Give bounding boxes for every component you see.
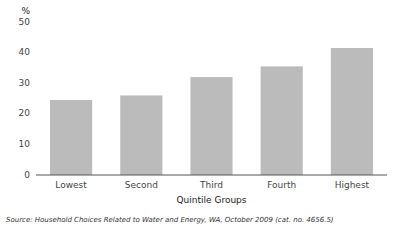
bar: [120, 95, 162, 175]
chart-container: 0 10 20 30 40 50 Lowest Second Third Fourth Highes…: [0, 0, 397, 227]
x-axis-line: [36, 175, 387, 176]
y-axis-label: %: [21, 6, 30, 16]
y-tick-label: 0: [24, 170, 30, 180]
bars: [50, 48, 373, 175]
bar: [190, 77, 232, 175]
y-tick-label: 10: [19, 139, 31, 149]
y-tick-label: 40: [19, 47, 31, 57]
bar: [261, 66, 303, 175]
y-tick-label: 20: [19, 108, 31, 118]
x-tick-label: Highest: [335, 180, 370, 190]
x-tick-label: Third: [199, 180, 223, 190]
source-text: Source: Household Choices Related to Wat…: [6, 216, 334, 224]
x-axis-label: Quintile Groups: [176, 195, 246, 205]
x-tick-label: Second: [125, 180, 158, 190]
x-tick-label: Lowest: [55, 180, 87, 190]
bar: [331, 48, 373, 175]
y-tick-label: 30: [19, 78, 31, 88]
bar: [50, 100, 92, 175]
x-tick-label: Fourth: [267, 180, 296, 190]
y-tick-label: 50: [19, 17, 31, 27]
chart-svg: 0 10 20 30 40 50 Lowest Second Third Fourth Highes…: [0, 0, 397, 227]
